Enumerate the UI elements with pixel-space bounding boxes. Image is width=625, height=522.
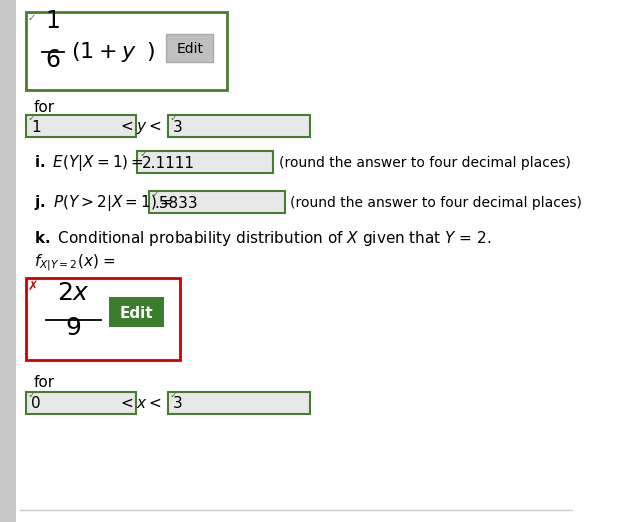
Text: ✓: ✓ [169, 390, 177, 400]
Text: 3: 3 [173, 120, 183, 135]
Text: for: for [34, 375, 55, 390]
Text: ✓: ✓ [139, 149, 148, 159]
Text: $\mathbf{k.}$ Conditional probability distribution of $X$ given that $Y$ = 2.: $\mathbf{k.}$ Conditional probability di… [34, 229, 491, 247]
FancyBboxPatch shape [168, 392, 309, 414]
Text: $< y <$: $< y <$ [118, 118, 162, 136]
Text: Edit: Edit [120, 305, 153, 321]
Text: (round the answer to four decimal places): (round the answer to four decimal places… [279, 156, 571, 170]
Text: (round the answer to four decimal places): (round the answer to four decimal places… [289, 196, 581, 210]
Text: 1: 1 [46, 9, 61, 33]
Text: ✓: ✓ [28, 113, 36, 123]
Text: 0: 0 [31, 397, 41, 411]
Text: $9$: $9$ [65, 316, 81, 340]
FancyBboxPatch shape [138, 151, 273, 173]
Text: .5833: .5833 [154, 196, 198, 210]
FancyBboxPatch shape [26, 12, 228, 90]
FancyBboxPatch shape [149, 191, 285, 213]
Text: $2x$: $2x$ [57, 281, 90, 305]
Text: ✗: ✗ [28, 280, 38, 293]
Text: ✓: ✓ [151, 189, 159, 199]
FancyBboxPatch shape [166, 34, 214, 62]
Text: 2.1111: 2.1111 [142, 156, 195, 171]
Text: Edit: Edit [176, 42, 203, 56]
Text: 6: 6 [46, 48, 61, 72]
Text: 1: 1 [31, 120, 41, 135]
Text: $f_{X|Y=2}(x)$ =: $f_{X|Y=2}(x)$ = [34, 253, 116, 274]
Text: $\mathbf{j.}$ $P(Y > 2|X = 1) =$: $\mathbf{j.}$ $P(Y > 2|X = 1) =$ [34, 193, 172, 213]
FancyBboxPatch shape [109, 297, 164, 327]
Text: ✓: ✓ [169, 113, 177, 123]
Text: $(1 + y\;\;)$: $(1 + y\;\;)$ [71, 40, 156, 64]
FancyBboxPatch shape [168, 115, 309, 137]
FancyBboxPatch shape [26, 278, 179, 360]
FancyBboxPatch shape [0, 0, 16, 522]
Text: ✓: ✓ [28, 390, 36, 400]
Text: for: for [34, 100, 55, 115]
FancyBboxPatch shape [26, 115, 136, 137]
Text: $< x <$: $< x <$ [118, 397, 162, 411]
Text: $\mathbf{i.}$ $E(Y|X = 1) =$: $\mathbf{i.}$ $E(Y|X = 1) =$ [34, 153, 144, 173]
Text: ✓: ✓ [28, 13, 36, 23]
FancyBboxPatch shape [26, 392, 136, 414]
Text: 3: 3 [173, 397, 183, 411]
